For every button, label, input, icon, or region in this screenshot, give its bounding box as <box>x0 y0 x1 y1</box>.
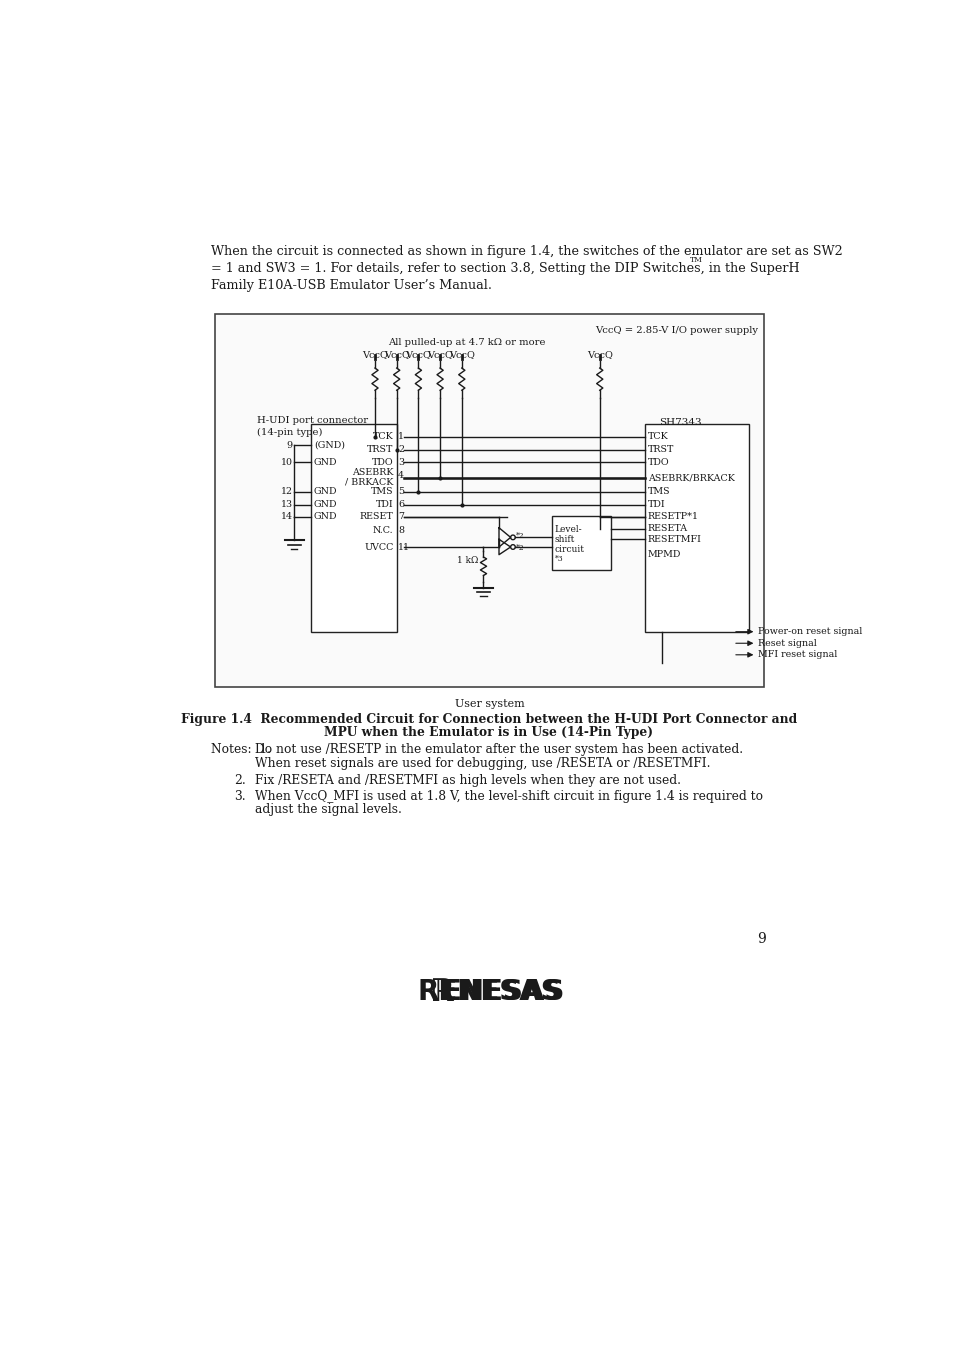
Bar <box>551 516 610 570</box>
Text: 2: 2 <box>397 446 404 455</box>
Text: When VccQ_MFI is used at 1.8 V, the level-shift circuit in figure 1.4 is require: When VccQ_MFI is used at 1.8 V, the leve… <box>254 790 762 802</box>
Text: TDO: TDO <box>647 458 669 467</box>
Text: 8: 8 <box>397 525 404 535</box>
Text: TDO: TDO <box>372 458 394 467</box>
Text: VccQ: VccQ <box>405 350 431 359</box>
Text: RENESAS: RENESAS <box>416 979 560 1006</box>
Text: Notes:  1.: Notes: 1. <box>211 744 271 756</box>
Text: ASEBRK/BRKACK: ASEBRK/BRKACK <box>647 474 734 482</box>
Text: GND: GND <box>314 500 337 509</box>
Text: *2: *2 <box>516 544 524 552</box>
Text: VccQ: VccQ <box>427 350 453 359</box>
Text: 12: 12 <box>280 487 293 495</box>
Text: TRST: TRST <box>367 446 394 455</box>
Text: TMS: TMS <box>647 487 670 495</box>
Text: ℝ: ℝ <box>430 979 454 1007</box>
Text: TRST: TRST <box>647 446 674 455</box>
Text: 7: 7 <box>397 513 404 521</box>
Text: 5: 5 <box>397 487 404 495</box>
Text: (GND): (GND) <box>314 441 344 450</box>
Text: *3: *3 <box>555 555 563 563</box>
Text: When the circuit is connected as shown in figure 1.4, the switches of the emulat: When the circuit is connected as shown i… <box>211 246 841 258</box>
Text: When reset signals are used for debugging, use /RESETA or /RESETMFI.: When reset signals are used for debuggin… <box>254 757 710 771</box>
Text: VccQ: VccQ <box>362 350 388 359</box>
Bar <box>215 315 763 687</box>
Text: 3: 3 <box>397 458 404 467</box>
Text: 1: 1 <box>397 432 404 441</box>
Text: TM: TM <box>690 256 702 265</box>
Text: Do not use /RESETP in the emulator after the user system has been activated.: Do not use /RESETP in the emulator after… <box>254 744 742 756</box>
Text: 4: 4 <box>397 471 404 479</box>
Text: VccQ: VccQ <box>586 350 612 359</box>
Text: VccQ: VccQ <box>449 350 475 359</box>
Text: RESET: RESET <box>359 513 394 521</box>
Text: GND: GND <box>314 487 337 495</box>
Text: GND: GND <box>314 458 337 467</box>
Text: circuit: circuit <box>555 544 584 554</box>
Text: 2.: 2. <box>233 774 246 787</box>
Text: TDI: TDI <box>647 500 665 509</box>
Text: Family E10A-USB Emulator User’s Manual.: Family E10A-USB Emulator User’s Manual. <box>211 279 491 292</box>
Text: RESETP*1: RESETP*1 <box>647 513 698 521</box>
Text: ENESAS: ENESAS <box>442 979 564 1006</box>
Text: TCK: TCK <box>647 432 668 441</box>
Text: TCK: TCK <box>373 432 394 441</box>
Text: SH7343: SH7343 <box>658 417 700 427</box>
Text: 14: 14 <box>280 513 293 521</box>
Text: Reset signal: Reset signal <box>757 639 816 648</box>
Text: VccQ = 2.85-V I/O power supply: VccQ = 2.85-V I/O power supply <box>595 325 757 335</box>
Text: RESETA: RESETA <box>647 524 687 533</box>
Text: MFI reset signal: MFI reset signal <box>757 651 837 659</box>
Text: H-UDI port connector: H-UDI port connector <box>257 416 368 425</box>
Text: = 1 and SW3 = 1. For details, refer to section 3.8, Setting the DIP Switches, in: = 1 and SW3 = 1. For details, refer to s… <box>211 262 799 275</box>
Text: Fix /RESETA and /RESETMFI as high levels when they are not used.: Fix /RESETA and /RESETMFI as high levels… <box>254 774 680 787</box>
Text: Level-: Level- <box>555 525 582 535</box>
Text: 9: 9 <box>287 441 293 450</box>
Text: ASEBRK: ASEBRK <box>352 468 394 477</box>
Text: *2: *2 <box>516 532 524 540</box>
Text: MPU when the Emulator is in Use (14-Pin Type): MPU when the Emulator is in Use (14-Pin … <box>324 726 653 740</box>
Text: MPMD: MPMD <box>647 551 680 559</box>
Text: N.C.: N.C. <box>373 525 394 535</box>
Text: adjust the signal levels.: adjust the signal levels. <box>254 803 401 817</box>
Text: TDI: TDI <box>375 500 394 509</box>
Text: Power-on reset signal: Power-on reset signal <box>757 628 862 636</box>
Text: User system: User system <box>455 699 524 710</box>
Text: Figure 1.4  Recommended Circuit for Connection between the H-UDI Port Connector : Figure 1.4 Recommended Circuit for Conne… <box>181 713 796 725</box>
Text: 3.: 3. <box>233 790 245 802</box>
Text: 11: 11 <box>397 543 410 552</box>
Text: 13: 13 <box>280 500 293 509</box>
Text: shift: shift <box>555 535 575 544</box>
Text: 10: 10 <box>280 458 293 467</box>
Bar <box>644 424 748 632</box>
Bar <box>311 424 396 632</box>
Text: VccQ: VccQ <box>383 350 409 359</box>
Text: 6: 6 <box>397 500 404 509</box>
Text: UVCC: UVCC <box>364 543 394 552</box>
Text: / BRKACK: / BRKACK <box>345 477 394 486</box>
Text: TMS: TMS <box>371 487 394 495</box>
Text: GND: GND <box>314 513 337 521</box>
Text: 1 kΩ: 1 kΩ <box>456 556 478 566</box>
Text: 9: 9 <box>757 931 765 946</box>
Text: RESETMFI: RESETMFI <box>647 535 701 544</box>
Text: All pulled-up at 4.7 kΩ or more: All pulled-up at 4.7 kΩ or more <box>387 338 544 347</box>
Text: (14-pin type): (14-pin type) <box>257 428 322 437</box>
